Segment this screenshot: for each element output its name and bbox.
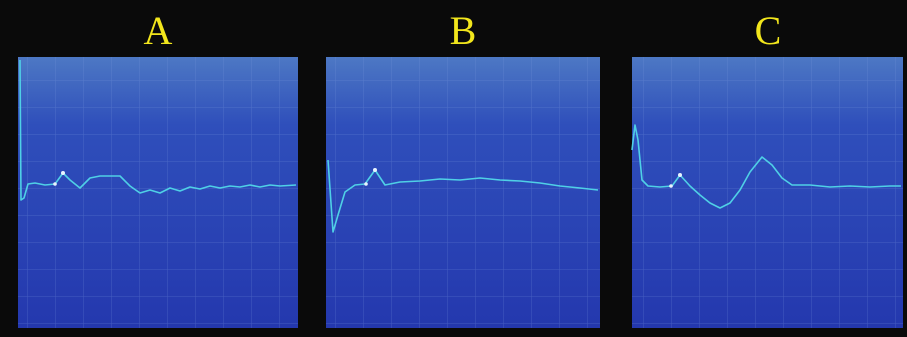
marker [61, 171, 65, 175]
figure: A B C [0, 0, 907, 337]
grid [326, 57, 600, 328]
marker [678, 173, 682, 177]
marker [364, 182, 368, 186]
marker [53, 182, 57, 186]
marker [669, 184, 673, 188]
panel-label: B [450, 8, 477, 53]
panel-label: C [755, 8, 782, 53]
page: A B C (() => { const data = JSON.parse(d… [0, 0, 907, 337]
marker [373, 168, 377, 172]
panel-label: A [144, 8, 173, 53]
grid [632, 57, 903, 328]
